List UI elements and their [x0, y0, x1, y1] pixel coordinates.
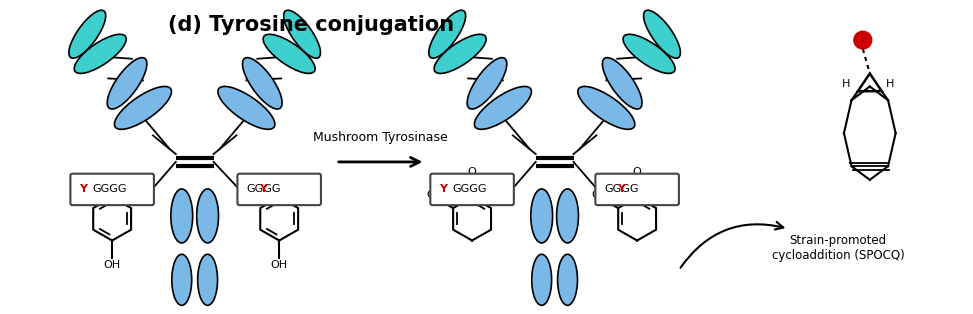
FancyArrowPatch shape: [680, 222, 783, 268]
Ellipse shape: [197, 189, 219, 243]
Text: Y: Y: [260, 184, 268, 194]
FancyBboxPatch shape: [237, 174, 321, 205]
Text: Mushroom Tyrosinase: Mushroom Tyrosinase: [313, 131, 448, 144]
Text: GGGG: GGGG: [452, 184, 486, 194]
Ellipse shape: [172, 254, 192, 305]
Ellipse shape: [198, 254, 218, 305]
Text: H: H: [885, 79, 894, 89]
FancyBboxPatch shape: [595, 174, 679, 205]
Text: H: H: [842, 79, 849, 89]
Text: Y: Y: [617, 184, 626, 194]
Ellipse shape: [115, 86, 171, 129]
Text: O: O: [632, 167, 641, 177]
Circle shape: [854, 31, 872, 49]
Text: O: O: [468, 167, 477, 177]
FancyBboxPatch shape: [430, 174, 514, 205]
Ellipse shape: [578, 86, 634, 129]
Ellipse shape: [623, 34, 675, 73]
Ellipse shape: [263, 34, 315, 73]
Ellipse shape: [643, 10, 680, 58]
Ellipse shape: [531, 254, 552, 305]
Ellipse shape: [242, 58, 282, 109]
Ellipse shape: [467, 58, 507, 109]
Text: O: O: [426, 190, 435, 200]
Ellipse shape: [434, 34, 486, 73]
Text: (d) Tyrosine conjugation: (d) Tyrosine conjugation: [168, 14, 454, 35]
Ellipse shape: [429, 10, 466, 58]
Ellipse shape: [558, 254, 578, 305]
Text: Y: Y: [80, 184, 88, 194]
Text: OH: OH: [103, 260, 121, 270]
Text: GGGG: GGGG: [246, 184, 281, 194]
Text: O: O: [592, 190, 600, 200]
Ellipse shape: [530, 189, 553, 243]
Ellipse shape: [69, 10, 106, 58]
Ellipse shape: [107, 58, 147, 109]
Text: Y: Y: [439, 184, 448, 194]
Text: OH: OH: [270, 260, 288, 270]
Text: GGGG: GGGG: [604, 184, 639, 194]
Text: Strain-promoted
cycloaddition (SPOCQ): Strain-promoted cycloaddition (SPOCQ): [772, 234, 904, 262]
Ellipse shape: [218, 86, 275, 129]
Ellipse shape: [602, 58, 642, 109]
Ellipse shape: [171, 189, 193, 243]
Ellipse shape: [475, 86, 531, 129]
Ellipse shape: [74, 34, 126, 73]
FancyBboxPatch shape: [70, 174, 154, 205]
Ellipse shape: [557, 189, 579, 243]
Text: GGGG: GGGG: [92, 184, 126, 194]
Ellipse shape: [283, 10, 320, 58]
